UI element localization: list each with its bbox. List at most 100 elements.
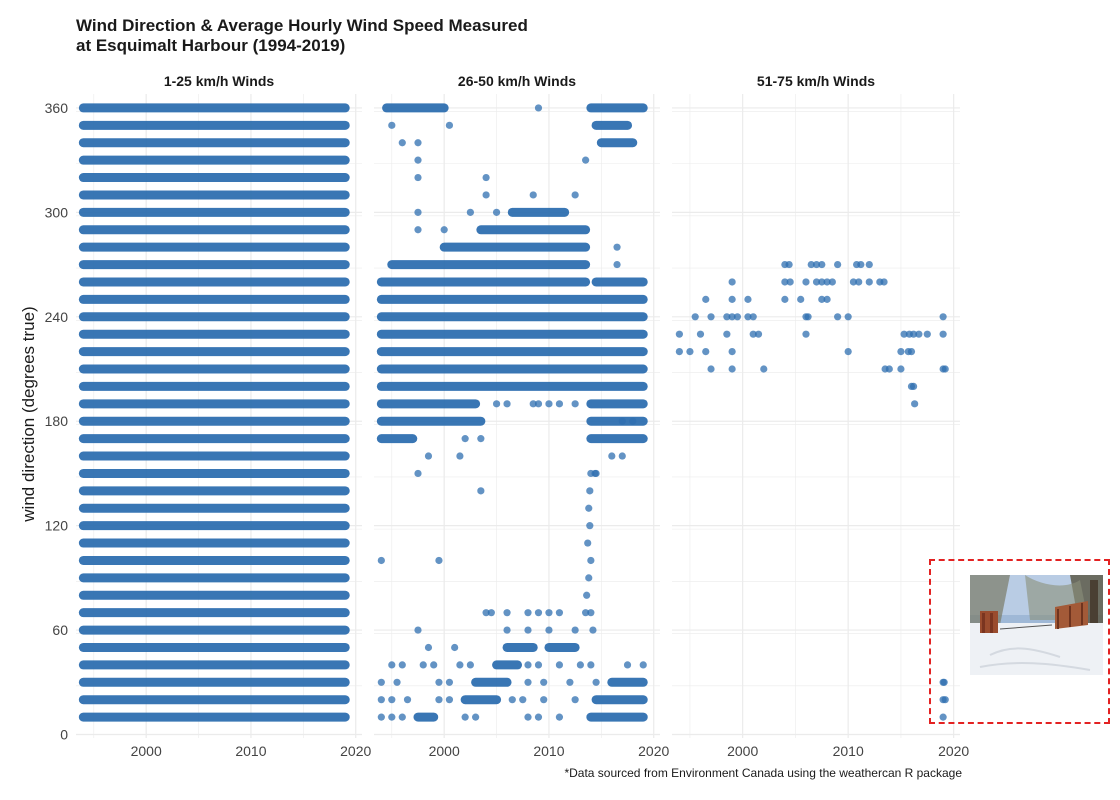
data-point (424, 643, 433, 652)
data-point (555, 661, 564, 669)
snowy-yard-photo-icon (970, 575, 1103, 675)
x-tick-label: 2010 (833, 743, 864, 759)
y-tick-label: 120 (45, 518, 69, 534)
x-tick-label: 2000 (429, 743, 460, 759)
y-tick-label: 180 (45, 413, 69, 429)
data-point (723, 313, 731, 321)
data-point (702, 348, 710, 356)
data-point (941, 696, 949, 704)
data-point (388, 121, 396, 129)
y-tick-label: 60 (52, 622, 68, 638)
data-point (691, 313, 699, 321)
data-point (461, 435, 469, 443)
data-point (445, 696, 454, 704)
data-point (591, 469, 599, 478)
data-point (571, 191, 579, 199)
data-point (583, 591, 591, 599)
y-tick-label: 0 (60, 727, 68, 743)
data-point (545, 609, 553, 617)
data-point (585, 504, 593, 512)
data-point (540, 678, 548, 686)
data-point (749, 313, 757, 321)
data-source-caption: *Data sourced from Environment Canada us… (564, 766, 962, 780)
data-point (586, 487, 594, 495)
data-point (461, 713, 469, 721)
data-point (728, 365, 736, 373)
data-point (696, 330, 705, 338)
data-point (585, 574, 593, 582)
data-point (414, 208, 422, 216)
data-point (524, 678, 532, 686)
data-point (865, 278, 873, 286)
data-point (503, 400, 511, 408)
data-point (823, 295, 831, 303)
data-point (524, 626, 532, 634)
x-tick-label: 2000 (727, 743, 758, 759)
data-point (414, 469, 422, 478)
data-point (435, 556, 443, 565)
data-point (492, 208, 501, 216)
data-point (802, 330, 810, 338)
data-point (587, 556, 595, 565)
data-point (540, 696, 548, 704)
data-point (589, 626, 597, 634)
data-point (940, 678, 948, 686)
x-tick-label: 2020 (938, 743, 969, 759)
x-tick-label: 2010 (235, 743, 266, 759)
data-point (880, 278, 888, 286)
data-point (582, 156, 590, 164)
data-point (529, 400, 537, 408)
data-point (907, 348, 916, 356)
data-point (834, 260, 842, 269)
data-point (923, 330, 931, 338)
data-point (749, 330, 757, 338)
data-point (388, 661, 396, 669)
data-point (728, 348, 736, 356)
data-point (707, 365, 715, 373)
data-point (786, 278, 794, 286)
data-point (618, 452, 626, 460)
data-point (865, 260, 873, 269)
data-point (760, 365, 768, 373)
data-point (388, 696, 396, 704)
data-point (702, 295, 710, 303)
data-point (451, 643, 459, 652)
data-point (555, 713, 564, 721)
data-point (393, 678, 401, 686)
data-point (900, 330, 908, 338)
data-point (744, 313, 752, 321)
data-point (675, 330, 683, 338)
data-point (909, 330, 918, 338)
data-point (445, 678, 454, 686)
data-point (414, 139, 422, 147)
data-point (430, 661, 438, 669)
data-point (456, 661, 464, 669)
data-point (781, 295, 789, 303)
data-point (466, 208, 474, 216)
data-point (582, 609, 590, 617)
data-point (785, 260, 793, 269)
data-point (503, 609, 511, 617)
data-point (818, 260, 826, 269)
data-point (534, 713, 543, 721)
data-point (941, 365, 949, 373)
x-tick-label: 2020 (340, 743, 371, 759)
data-point (818, 278, 826, 286)
chart-title-line-1: Wind Direction & Average Hourly Wind Spe… (76, 16, 528, 35)
data-point (435, 678, 443, 686)
data-point (524, 609, 532, 617)
panel-label: 1-25 km/h Winds (164, 73, 275, 89)
data-point (503, 626, 511, 634)
data-point (613, 243, 621, 251)
data-point (534, 400, 543, 408)
data-point (807, 260, 815, 269)
data-point (566, 678, 574, 686)
data-point (571, 400, 579, 408)
y-tick-label: 300 (45, 204, 69, 220)
x-tick-label: 2000 (131, 743, 162, 759)
data-point (414, 173, 422, 182)
data-point (844, 348, 852, 356)
data-point (885, 365, 893, 373)
data-point (828, 278, 836, 286)
data-point (482, 191, 490, 199)
